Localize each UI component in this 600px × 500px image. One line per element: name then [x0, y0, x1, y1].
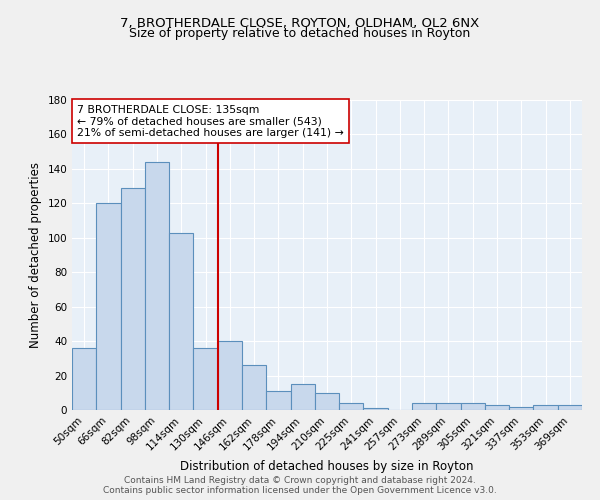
- Text: Contains HM Land Registry data © Crown copyright and database right 2024.: Contains HM Land Registry data © Crown c…: [124, 476, 476, 485]
- Bar: [72, 348, 96, 410]
- Text: 7 BROTHERDALE CLOSE: 135sqm
← 79% of detached houses are smaller (543)
21% of se: 7 BROTHERDALE CLOSE: 135sqm ← 79% of det…: [77, 104, 344, 138]
- Bar: [558, 405, 582, 410]
- Bar: [121, 188, 145, 410]
- Bar: [364, 408, 388, 410]
- X-axis label: Distribution of detached houses by size in Royton: Distribution of detached houses by size …: [180, 460, 474, 473]
- Text: Contains public sector information licensed under the Open Government Licence v3: Contains public sector information licen…: [103, 486, 497, 495]
- Bar: [218, 341, 242, 410]
- Bar: [145, 162, 169, 410]
- Bar: [339, 403, 364, 410]
- Bar: [315, 393, 339, 410]
- Bar: [461, 403, 485, 410]
- Bar: [436, 403, 461, 410]
- Bar: [96, 204, 121, 410]
- Bar: [242, 365, 266, 410]
- Bar: [266, 391, 290, 410]
- Bar: [169, 232, 193, 410]
- Bar: [193, 348, 218, 410]
- Y-axis label: Number of detached properties: Number of detached properties: [29, 162, 42, 348]
- Text: 7, BROTHERDALE CLOSE, ROYTON, OLDHAM, OL2 6NX: 7, BROTHERDALE CLOSE, ROYTON, OLDHAM, OL…: [121, 18, 479, 30]
- Bar: [509, 406, 533, 410]
- Bar: [290, 384, 315, 410]
- Text: Size of property relative to detached houses in Royton: Size of property relative to detached ho…: [130, 28, 470, 40]
- Bar: [412, 403, 436, 410]
- Bar: [533, 405, 558, 410]
- Bar: [485, 405, 509, 410]
